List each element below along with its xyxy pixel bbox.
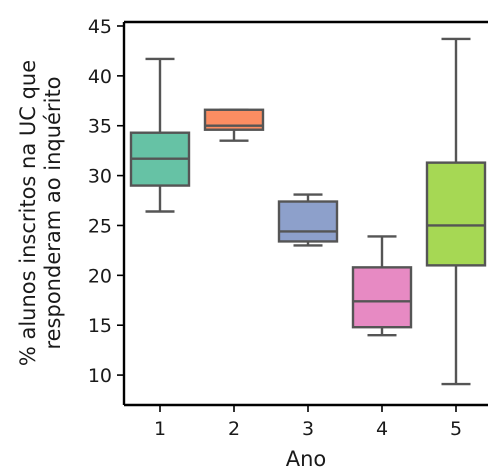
box-category-4 bbox=[351, 235, 413, 337]
boxes-layer bbox=[129, 37, 487, 386]
y-tick-label: 35 bbox=[88, 116, 112, 138]
y-tick-label: 20 bbox=[88, 265, 112, 287]
y-tick-label: 10 bbox=[88, 365, 112, 387]
y-axis-label-line-2: responderam ao inquérito bbox=[41, 76, 65, 349]
box-iqr bbox=[351, 266, 413, 329]
y-tick-label: 25 bbox=[88, 215, 112, 237]
x-tick-label: 5 bbox=[450, 418, 462, 440]
x-tick-label: 1 bbox=[154, 418, 166, 440]
x-tick-label: 2 bbox=[228, 418, 240, 440]
y-tick-label: 15 bbox=[88, 315, 112, 337]
x-axis-label: Ano bbox=[286, 447, 327, 471]
y-tick-label: 45 bbox=[88, 16, 112, 38]
box-iqr bbox=[277, 200, 339, 243]
y-axis-label: % alunos inscritos na UC que responderam… bbox=[16, 60, 65, 366]
box-category-2 bbox=[203, 108, 265, 142]
x-tick-label: 4 bbox=[376, 418, 388, 440]
y-tick-label: 30 bbox=[88, 166, 112, 188]
box-category-5 bbox=[425, 37, 487, 386]
box-category-3 bbox=[277, 193, 339, 247]
y-axis-ticks: 10 15 20 25 30 35 40 45 bbox=[88, 16, 124, 387]
y-tick-label: 40 bbox=[88, 66, 112, 88]
y-axis-label-line-1: % alunos inscritos na UC que bbox=[16, 60, 40, 366]
box-iqr bbox=[425, 161, 487, 267]
box-category-1 bbox=[129, 57, 191, 213]
x-axis-ticks: 1 2 3 4 5 bbox=[154, 405, 462, 440]
x-tick-label: 3 bbox=[302, 418, 314, 440]
